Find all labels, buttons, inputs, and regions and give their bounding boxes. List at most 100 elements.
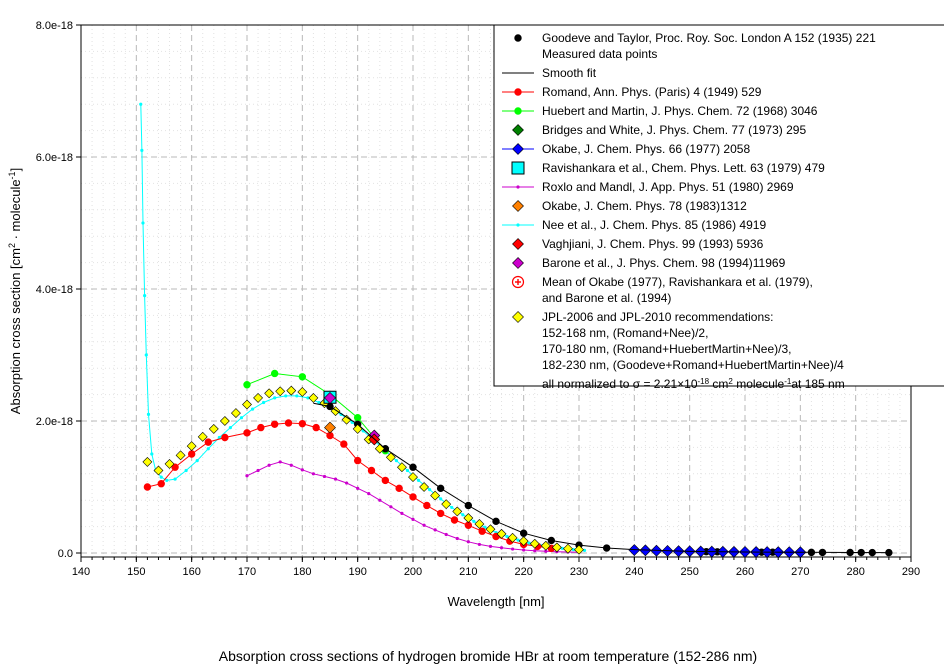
legend-item: Nee et al., J. Chem. Phys. 85 (1986) 491… [502, 218, 766, 232]
legend-label: Goodeve and Taylor, Proc. Roy. Soc. Lond… [542, 31, 876, 45]
legend-label: 170-180 nm, (Romand+HuebertMartin+Nee)/3… [542, 342, 791, 356]
data-point [353, 456, 362, 465]
data-point [439, 497, 443, 501]
legend-label: and Barone et al. (1994) [542, 291, 671, 305]
data-point [416, 478, 421, 482]
legend-item: Smooth fit [502, 66, 597, 80]
data-point [353, 414, 362, 422]
legend-item: Mean of Okabe (1977), Ravishankara et al… [511, 275, 813, 305]
data-point [173, 477, 177, 481]
data-point [422, 523, 426, 527]
data-point [324, 421, 336, 434]
y-tick-label: 6.0e-18 [36, 152, 73, 164]
data-point [512, 124, 524, 136]
data-point [231, 408, 241, 419]
data-point [264, 388, 275, 399]
data-point [483, 525, 487, 529]
data-point [485, 524, 496, 535]
data-point [340, 440, 348, 448]
data-point [408, 472, 418, 483]
series-8 [324, 421, 336, 434]
data-point [472, 519, 476, 523]
data-point [452, 506, 463, 517]
x-axis-label: Wavelength [nm] [447, 594, 544, 609]
data-point [322, 474, 327, 479]
legend-label: Romand, Ann. Phys. (Paris) 4 (1949) 529 [542, 85, 762, 99]
data-point [512, 200, 524, 212]
data-point [286, 385, 297, 396]
x-tick-label: 210 [459, 566, 477, 578]
data-point [423, 501, 431, 510]
data-point [430, 490, 441, 501]
data-point [221, 433, 229, 442]
data-point [242, 399, 252, 410]
data-point [298, 373, 307, 381]
data-point [345, 481, 349, 485]
data-point [492, 532, 500, 541]
data-point [409, 493, 417, 501]
data-point [385, 452, 396, 463]
data-point [239, 416, 244, 420]
data-point [311, 472, 315, 476]
data-point [511, 275, 525, 289]
legend-item: Bridges and White, J. Phys. Chem. 77 (19… [512, 123, 806, 137]
data-point [245, 474, 249, 478]
data-point [228, 426, 232, 430]
data-point [551, 542, 562, 553]
data-point [411, 517, 415, 521]
data-point [533, 549, 537, 553]
data-point [441, 499, 452, 510]
data-point [150, 452, 154, 456]
data-point [518, 536, 529, 547]
legend-label: Nee et al., J. Chem. Phys. 85 (1986) 491… [542, 218, 766, 232]
data-point [243, 381, 251, 389]
data-point [466, 540, 470, 544]
data-point [204, 438, 212, 446]
data-point [206, 447, 210, 451]
data-point [474, 519, 485, 529]
x-tick-label: 140 [72, 566, 90, 578]
legend-item: Vaghjiani, J. Chem. Phys. 99 (1993) 5936 [512, 237, 764, 251]
legend-item: Huebert and Martin, J. Phys. Chem. 72 (1… [502, 104, 818, 118]
data-point [142, 456, 153, 467]
x-tick-label: 260 [736, 566, 754, 578]
series-line [246, 372, 386, 452]
data-point [270, 420, 279, 428]
data-point [488, 544, 493, 549]
data-point [395, 484, 403, 493]
data-point [217, 435, 221, 440]
data-point [297, 387, 308, 397]
data-point [197, 431, 208, 442]
legend-label: Barone et al., J. Phys. Chem. 98 (1994)1… [542, 256, 786, 270]
data-point [356, 486, 360, 490]
data-point [175, 450, 186, 461]
data-point [450, 516, 459, 524]
data-point [499, 546, 504, 550]
data-point [510, 547, 515, 551]
data-point [512, 311, 524, 323]
data-point [505, 534, 509, 539]
data-point [330, 406, 341, 417]
data-point [512, 143, 524, 155]
x-tick-label: 250 [680, 566, 698, 578]
legend-item: Goodeve and Taylor, Proc. Roy. Soc. Lond… [514, 31, 876, 61]
data-point [253, 392, 263, 403]
series-line [313, 402, 889, 554]
x-tick-label: 170 [238, 566, 256, 578]
data-point [496, 528, 507, 539]
data-point [256, 468, 260, 473]
legend-item: Okabe, J. Chem. Phys. 78 (1983)1312 [512, 199, 747, 213]
y-tick-label: 0.0 [58, 548, 73, 560]
x-tick-label: 180 [293, 566, 311, 578]
data-point [306, 396, 310, 400]
legend-label: JPL-2006 and JPL-2010 recommendations: [542, 310, 773, 324]
data-point [540, 540, 551, 551]
data-point [433, 528, 437, 532]
data-point [157, 480, 165, 488]
data-point [278, 460, 282, 464]
x-tick-label: 190 [348, 566, 366, 578]
data-point [187, 450, 196, 458]
data-point [563, 543, 573, 554]
data-point [153, 465, 164, 476]
